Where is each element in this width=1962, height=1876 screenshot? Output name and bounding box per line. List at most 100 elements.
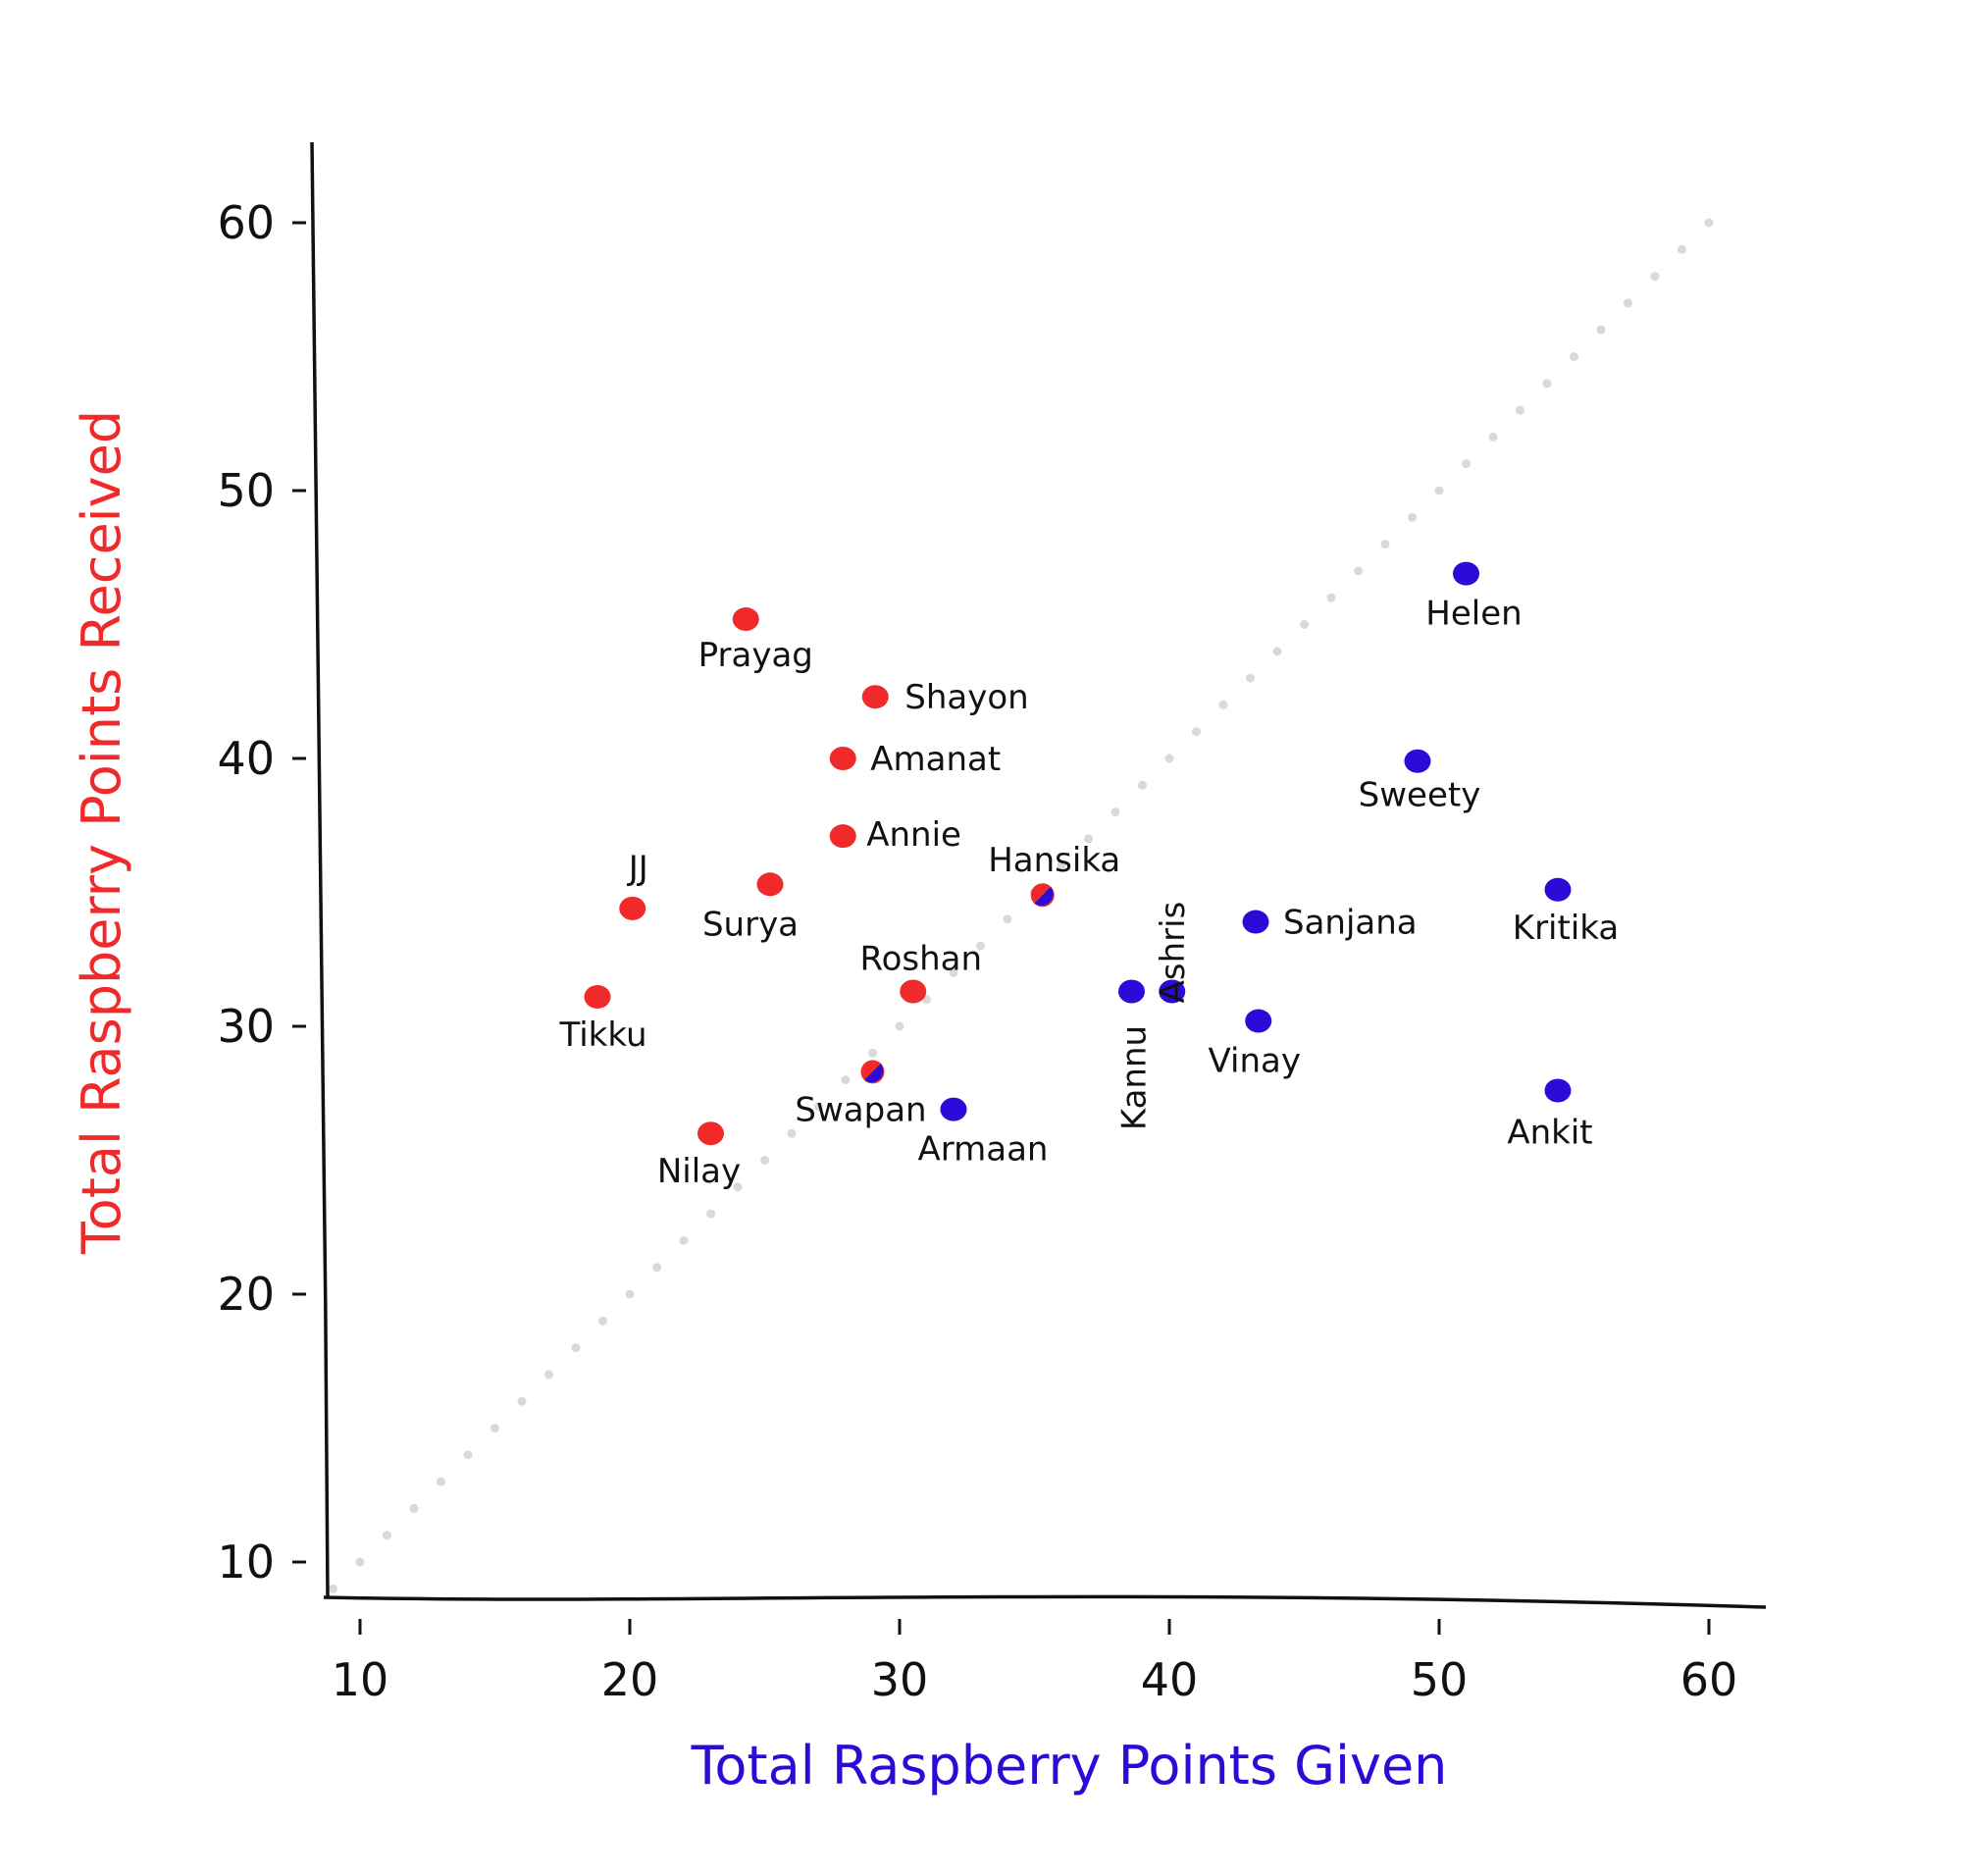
point-shayon <box>861 685 889 709</box>
diagonal-dot <box>787 1128 797 1138</box>
diagonal-dot <box>1462 459 1471 469</box>
diagonal-dot <box>1110 808 1120 817</box>
diagonal-dot <box>1624 298 1632 308</box>
diagonal-dot <box>976 941 985 951</box>
y-tick-label: 60 <box>217 196 275 249</box>
diagonal-dot <box>1408 512 1417 522</box>
diagonal-dot <box>895 1021 904 1031</box>
diagonal-dot <box>1218 700 1228 709</box>
label-hansika: Hansika <box>988 841 1120 880</box>
label-roshan: Roshan <box>859 940 982 979</box>
label-helen: Helen <box>1425 595 1522 634</box>
x-tick-label: 50 <box>1411 1653 1469 1706</box>
y-axis-line <box>310 141 330 1598</box>
label-kannu: Kannu <box>1115 1025 1155 1130</box>
diagonal-dot <box>1516 405 1524 415</box>
x-tick-label: 30 <box>871 1653 929 1706</box>
x-axis-title: Total Raspberry Points Given <box>691 1735 1448 1797</box>
diagonal-dot <box>1596 325 1606 335</box>
data-points <box>584 561 1572 1146</box>
diagonal-dot <box>1380 540 1390 549</box>
label-shayon: Shayon <box>904 678 1028 717</box>
point-hansika <box>1030 883 1055 908</box>
label-armaan: Armaan <box>918 1130 1049 1170</box>
diagonal-dot <box>949 967 958 977</box>
diagonal-dot <box>1678 244 1686 254</box>
label-kritika: Kritika <box>1513 909 1619 948</box>
point-surya <box>756 872 784 897</box>
diagonal-dot <box>1570 352 1578 361</box>
point-amanat <box>829 747 856 770</box>
x-axis-ticks: 10 20 30 40 50 60 <box>332 1619 1738 1706</box>
diagonal-dot <box>652 1263 661 1273</box>
x-tick-label: 40 <box>1141 1653 1199 1706</box>
label-prayag: Prayag <box>698 636 813 675</box>
diagonal-dot <box>1164 754 1174 763</box>
point-sanjana <box>1242 910 1269 934</box>
diagonal-dot <box>1300 620 1309 629</box>
diagonal-dot <box>437 1477 445 1486</box>
x-tick-label: 60 <box>1680 1653 1738 1706</box>
diagonal-dot <box>625 1289 635 1299</box>
diagonal-dot <box>571 1343 581 1353</box>
diagonal-dot <box>706 1209 715 1219</box>
diagonal-dot <box>679 1235 689 1245</box>
point-tikku <box>584 984 611 1009</box>
diagonal-dot <box>1192 727 1201 737</box>
diagonal-dot <box>490 1424 499 1433</box>
diagonal-dot <box>1138 780 1147 790</box>
diagonal-dot <box>1650 272 1660 282</box>
point-jj <box>619 896 646 920</box>
y-tick-label: 50 <box>217 464 275 517</box>
point-ankit <box>1544 1078 1572 1103</box>
x-tick-label: 20 <box>601 1653 659 1706</box>
label-swapan: Swapan <box>795 1090 926 1129</box>
diagonal-dot <box>841 1075 851 1085</box>
diagonal-dot <box>544 1370 553 1380</box>
point-ashris <box>1159 979 1186 1004</box>
label-jj: JJ <box>627 849 648 888</box>
point-prayag <box>732 607 759 632</box>
label-surya: Surya <box>702 905 799 944</box>
diagonal-dot <box>733 1182 743 1192</box>
point-roshan <box>900 979 927 1004</box>
diagonal-dot <box>1084 834 1093 844</box>
point-nilay <box>697 1121 724 1146</box>
point-helen <box>1453 561 1479 586</box>
diagonal-dot <box>868 1048 877 1058</box>
diagonal-dot <box>409 1503 419 1513</box>
point-labels: Prayag Shayon Amanat Annie JJ Surya Roshan Tikk… <box>558 595 1619 1192</box>
diagonal-dot <box>1057 860 1066 870</box>
x-axis-line <box>323 1594 1767 1609</box>
label-amanat: Amanat <box>870 740 1001 779</box>
label-annie: Annie <box>866 815 961 855</box>
y-tick-label: 10 <box>217 1536 275 1589</box>
point-armaan <box>940 1097 967 1121</box>
y-axis-title: Total Raspberry Points Received <box>71 410 132 1255</box>
label-tikku: Tikku <box>558 1016 646 1055</box>
y-tick-label: 40 <box>217 732 275 785</box>
diagonal-dot <box>1704 218 1714 228</box>
label-vinay: Vinay <box>1209 1042 1301 1081</box>
label-ankit: Ankit <box>1507 1114 1592 1153</box>
x-tick-label: 10 <box>332 1653 389 1706</box>
point-swapan <box>860 1060 885 1084</box>
label-sanjana: Sanjana <box>1283 904 1418 943</box>
diagonal-reference-line <box>329 218 1714 1593</box>
diagonal-dot <box>355 1557 365 1567</box>
label-ashris: Ashris <box>1154 902 1193 1004</box>
diagonal-dot <box>329 1584 337 1593</box>
diagonal-dot <box>1488 432 1498 442</box>
diagonal-dot <box>814 1102 823 1112</box>
diagonal-dot <box>1246 673 1255 683</box>
diagonal-dot <box>1542 379 1552 389</box>
diagonal-dot <box>1003 914 1012 924</box>
label-sweety: Sweety <box>1359 776 1481 815</box>
diagonal-dot <box>517 1396 527 1406</box>
diagonal-dot <box>463 1450 473 1460</box>
point-kannu <box>1118 979 1145 1004</box>
point-kritika <box>1544 877 1572 902</box>
label-nilay: Nilay <box>657 1152 741 1191</box>
diagonal-dot <box>1272 647 1282 656</box>
